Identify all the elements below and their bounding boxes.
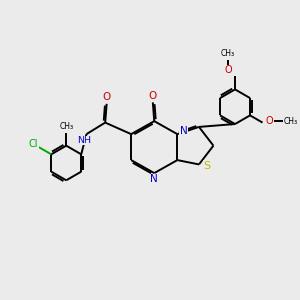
Text: CH₃: CH₃ [284,117,298,126]
Text: CH₃: CH₃ [59,122,73,131]
Text: O: O [224,65,232,75]
Text: Cl: Cl [29,139,38,149]
Text: O: O [266,116,274,126]
Text: NH: NH [77,136,91,145]
Text: N: N [180,126,188,136]
Text: CH₃: CH₃ [221,49,235,58]
Text: O: O [149,91,157,101]
Text: S: S [203,161,211,171]
Text: N: N [150,174,158,184]
Text: O: O [103,92,111,103]
